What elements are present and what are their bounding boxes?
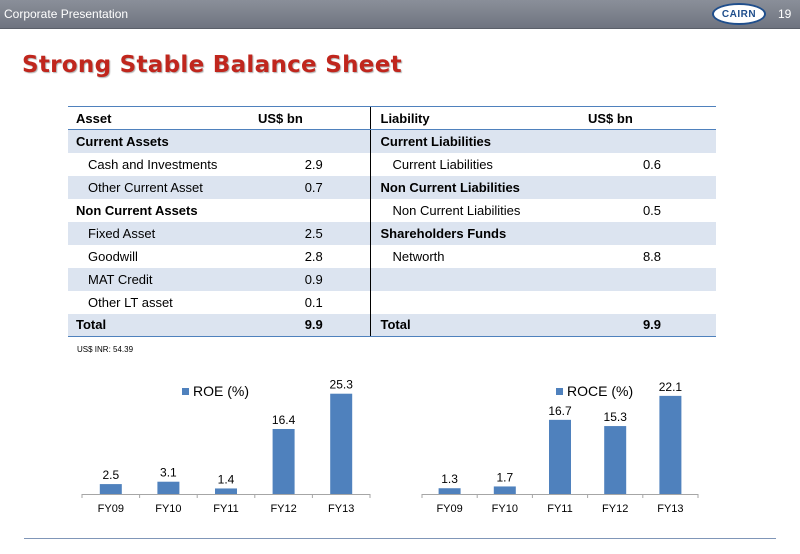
data-label: 1.7 <box>496 470 513 484</box>
asset-value: 2.9 <box>304 156 323 172</box>
table-row: Current Assets Current Liabilities <box>68 129 716 153</box>
header-asset-value: US$ bn <box>258 106 370 130</box>
data-label: 3.1 <box>160 466 177 480</box>
liability-value: 8.8 <box>642 248 662 264</box>
table-row: Goodwill 2.8 Networth 8.8 <box>68 244 716 268</box>
asset-value: 0.9 <box>258 267 370 291</box>
page-number: 19 <box>778 7 792 21</box>
table-row: Fixed Asset 2.5 Shareholders Funds <box>68 221 716 245</box>
liability-label: Non Current Liabilities <box>369 175 588 199</box>
liability-value <box>588 129 716 153</box>
data-label: 1.4 <box>218 472 235 486</box>
liability-label <box>369 290 588 314</box>
liability-label <box>369 267 588 291</box>
table-row: Other Current Asset 0.7 Non Current Liabil… <box>68 175 716 199</box>
legend-label: ROCE (%) <box>567 383 633 399</box>
x-tick-label: FY10 <box>155 503 181 515</box>
liability-value: 0.5 <box>642 202 662 218</box>
asset-label: Other LT asset <box>88 294 173 310</box>
data-label: 25.3 <box>330 378 354 392</box>
asset-value: 2.5 <box>258 221 370 245</box>
liability-value <box>588 267 716 291</box>
footer-divider <box>24 538 776 539</box>
header-liability: Liability <box>369 106 588 130</box>
table-row: MAT Credit 0.9 <box>68 267 716 291</box>
presentation-subtitle: Corporate Presentation <box>4 7 129 21</box>
roe-bar-chart: ROE (%) 2.5 FY09 3.1 FY10 1.4 FY11 16.4 FY12 25.3… <box>81 378 371 515</box>
x-tick-label: FY12 <box>602 503 628 515</box>
table-row: Cash and Investments 2.9 Current Liabiliti… <box>68 152 716 176</box>
asset-value: 0.7 <box>258 175 370 199</box>
asset-value: 2.8 <box>304 248 323 264</box>
liability-value: 0.6 <box>642 156 662 172</box>
table-row: Other LT asset 0.1 <box>68 290 716 314</box>
roce-bar-chart: ROCE (%) 1.3 FY09 1.7 FY10 16.7 FY11 15.3 FY12 22… <box>421 380 699 515</box>
table-row: Non Current Assets Non Current Liabilitie… <box>68 198 716 222</box>
bar <box>493 486 516 494</box>
asset-label: Other Current Asset <box>68 175 258 199</box>
asset-label: Goodwill <box>88 248 138 264</box>
liability-label: Networth <box>369 244 588 268</box>
bar <box>604 426 627 494</box>
chart-legend: ROE (%) <box>182 383 249 399</box>
data-label: 2.5 <box>102 468 119 482</box>
bar <box>549 419 571 494</box>
bar <box>215 488 237 494</box>
table-header-row: Asset US$ bn Liability US$ bn <box>68 106 716 130</box>
asset-value <box>258 199 370 222</box>
asset-label: Current Assets <box>68 129 258 153</box>
liability-label: Current Liabilities <box>369 152 588 176</box>
bar <box>330 393 353 494</box>
liability-value <box>588 221 716 245</box>
asset-label: Cash and Investments <box>88 156 218 172</box>
asset-label: Non Current Assets <box>76 202 198 218</box>
x-tick-label: FY10 <box>492 503 518 515</box>
data-label: 16.7 <box>548 404 572 418</box>
bar <box>659 395 682 494</box>
x-tick-label: FY09 <box>436 503 462 515</box>
asset-value: 0.1 <box>304 294 323 310</box>
liability-value: 9.9 <box>588 313 716 337</box>
fx-footnote: US$ INR: 54.39 <box>77 345 134 354</box>
chart-legend: ROCE (%) <box>556 383 633 399</box>
cairn-logo: CAIRN <box>712 3 766 25</box>
bar <box>157 481 180 494</box>
asset-value <box>258 129 370 153</box>
slide-title: Strong Stable Balance Sheet <box>22 52 402 78</box>
bar <box>438 488 461 494</box>
balance-sheet-table: Asset US$ bn Liability US$ bn Current As… <box>68 106 716 337</box>
data-label: 16.4 <box>272 413 296 427</box>
legend-swatch <box>182 388 189 395</box>
data-label: 22.1 <box>659 380 683 394</box>
liability-label: Non Current Liabilities <box>369 198 588 222</box>
asset-label: Fixed Asset <box>68 221 258 245</box>
legend-label: ROE (%) <box>193 383 249 399</box>
liability-label: Shareholders Funds <box>369 221 588 245</box>
data-label: 15.3 <box>604 410 628 424</box>
header-bar: Corporate Presentation CAIRN 19 <box>0 0 800 29</box>
liability-value <box>588 291 716 314</box>
x-tick-label: FY13 <box>657 503 683 515</box>
x-tick-label: FY11 <box>213 503 238 515</box>
table-row: Total 9.9 Total 9.9 <box>68 313 716 337</box>
bar <box>272 428 295 494</box>
bar <box>99 484 122 494</box>
header-liability-value: US$ bn <box>588 106 716 130</box>
x-tick-label: FY09 <box>98 503 124 515</box>
x-tick-label: FY11 <box>547 503 572 515</box>
asset-label: MAT Credit <box>68 267 258 291</box>
liability-label: Current Liabilities <box>369 129 588 153</box>
legend-swatch <box>556 388 563 395</box>
data-label: 1.3 <box>441 472 458 486</box>
liability-value <box>588 175 716 199</box>
asset-label: Total <box>68 313 258 337</box>
liability-label: Total <box>369 313 588 337</box>
asset-value: 9.9 <box>258 313 370 337</box>
x-tick-label: FY12 <box>270 503 296 515</box>
x-tick-label: FY13 <box>328 503 354 515</box>
header-asset: Asset <box>68 106 258 130</box>
